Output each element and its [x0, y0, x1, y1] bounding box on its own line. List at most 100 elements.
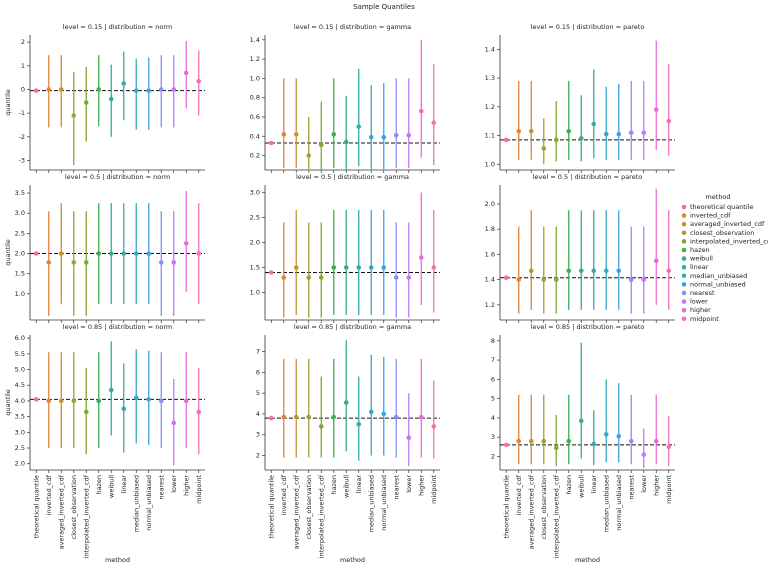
y-tick-label: 1.5 — [250, 264, 260, 272]
point — [641, 277, 647, 282]
y-tick-label: 1.8 — [485, 225, 495, 233]
point — [406, 275, 412, 280]
legend-marker — [681, 299, 687, 304]
y-axis-label: quantile — [4, 239, 12, 266]
legend-marker — [681, 264, 687, 270]
y-tick-label: 1.2 — [485, 103, 495, 111]
point — [331, 132, 337, 137]
legend-marker — [681, 290, 687, 296]
y-tick-label: 2.0 — [15, 460, 25, 468]
x-tick-label: midpoint — [430, 475, 438, 504]
point — [83, 100, 89, 105]
point — [318, 275, 324, 280]
x-tick-label: weibull — [107, 475, 115, 498]
x-tick-label: hazen — [565, 475, 573, 495]
y-tick-label: 1.4 — [250, 36, 260, 44]
point — [121, 406, 127, 412]
y-tick-label: -1 — [19, 109, 25, 117]
x-tick-label: midpoint — [195, 475, 203, 504]
point — [541, 277, 547, 282]
point — [121, 81, 127, 86]
point — [268, 270, 274, 275]
panel-title: level = 0.15 | distribution = norm — [63, 23, 172, 31]
panel-title: level = 0.15 | distribution = pareto — [531, 23, 645, 31]
point — [653, 258, 659, 264]
point — [183, 398, 189, 404]
legend-label: theoretical quantile — [690, 203, 753, 211]
x-tick-label: higher — [417, 475, 425, 496]
legend-marker — [681, 230, 687, 236]
point — [591, 441, 597, 447]
y-tick-label: 2.0 — [15, 250, 25, 258]
point — [71, 260, 77, 265]
point — [108, 387, 114, 393]
point — [566, 268, 572, 274]
x-tick-label: higher — [182, 475, 190, 496]
point — [381, 411, 387, 417]
point — [171, 87, 177, 92]
point — [58, 251, 64, 256]
point — [431, 265, 437, 270]
point — [96, 398, 102, 404]
y-tick-label: -3 — [19, 157, 25, 165]
y-tick-label: 4.0 — [15, 397, 25, 405]
point — [171, 420, 177, 426]
point — [158, 398, 164, 404]
y-tick-label: 7 — [491, 356, 495, 364]
y-tick-label: 5 — [491, 395, 495, 403]
point — [318, 424, 324, 429]
x-tick-label: median_unbiased — [132, 475, 140, 532]
point — [183, 241, 189, 246]
point — [293, 132, 299, 137]
x-tick-label: linear — [355, 475, 363, 494]
point — [406, 132, 412, 138]
y-tick-label: 2 — [491, 453, 495, 461]
point — [616, 268, 622, 274]
point — [528, 128, 534, 134]
x-tick-label: theoretical quantile — [267, 475, 275, 538]
point — [146, 88, 152, 93]
point — [516, 128, 522, 134]
legend-label: nearest — [690, 289, 715, 297]
point — [33, 251, 39, 256]
x-tick-label: normal_unbiased — [145, 475, 153, 531]
y-tick-label: 2.0 — [250, 239, 260, 247]
x-tick-label: linear — [590, 475, 598, 494]
x-axis-label: method — [340, 556, 365, 564]
x-tick-label: lower — [640, 475, 648, 493]
point — [46, 398, 52, 404]
x-tick-label: hazen — [330, 475, 338, 495]
x-tick-label: inverted_cdf — [515, 474, 523, 515]
x-axis-label: method — [105, 556, 130, 564]
x-tick-label: interpolated_inverted_cdf — [317, 474, 325, 558]
point — [541, 438, 547, 444]
x-tick-label: weibull — [577, 475, 585, 498]
y-tick-label: 3.0 — [250, 189, 260, 197]
point — [553, 277, 559, 282]
point — [96, 87, 102, 92]
y-tick-label: 1.4 — [485, 276, 495, 284]
y-tick-label: 6 — [256, 368, 260, 376]
point — [616, 131, 622, 137]
point — [418, 108, 424, 114]
y-tick-label: 2.0 — [485, 200, 495, 208]
point — [528, 438, 534, 444]
legend-label: linear — [690, 263, 709, 271]
point — [503, 137, 509, 143]
y-tick-label: 1.2 — [485, 301, 495, 309]
point — [331, 265, 337, 270]
point — [293, 414, 299, 420]
point — [306, 275, 312, 280]
y-tick-label: 6.0 — [15, 334, 25, 342]
point — [381, 134, 387, 140]
point — [553, 445, 559, 451]
point — [628, 277, 634, 282]
point — [331, 414, 337, 420]
x-tick-label: midpoint — [665, 475, 673, 504]
x-tick-label: higher — [652, 475, 660, 496]
y-tick-label: 5 — [256, 389, 260, 397]
point — [368, 409, 374, 415]
legend-marker — [681, 307, 687, 313]
y-tick-label: 6 — [491, 375, 495, 383]
